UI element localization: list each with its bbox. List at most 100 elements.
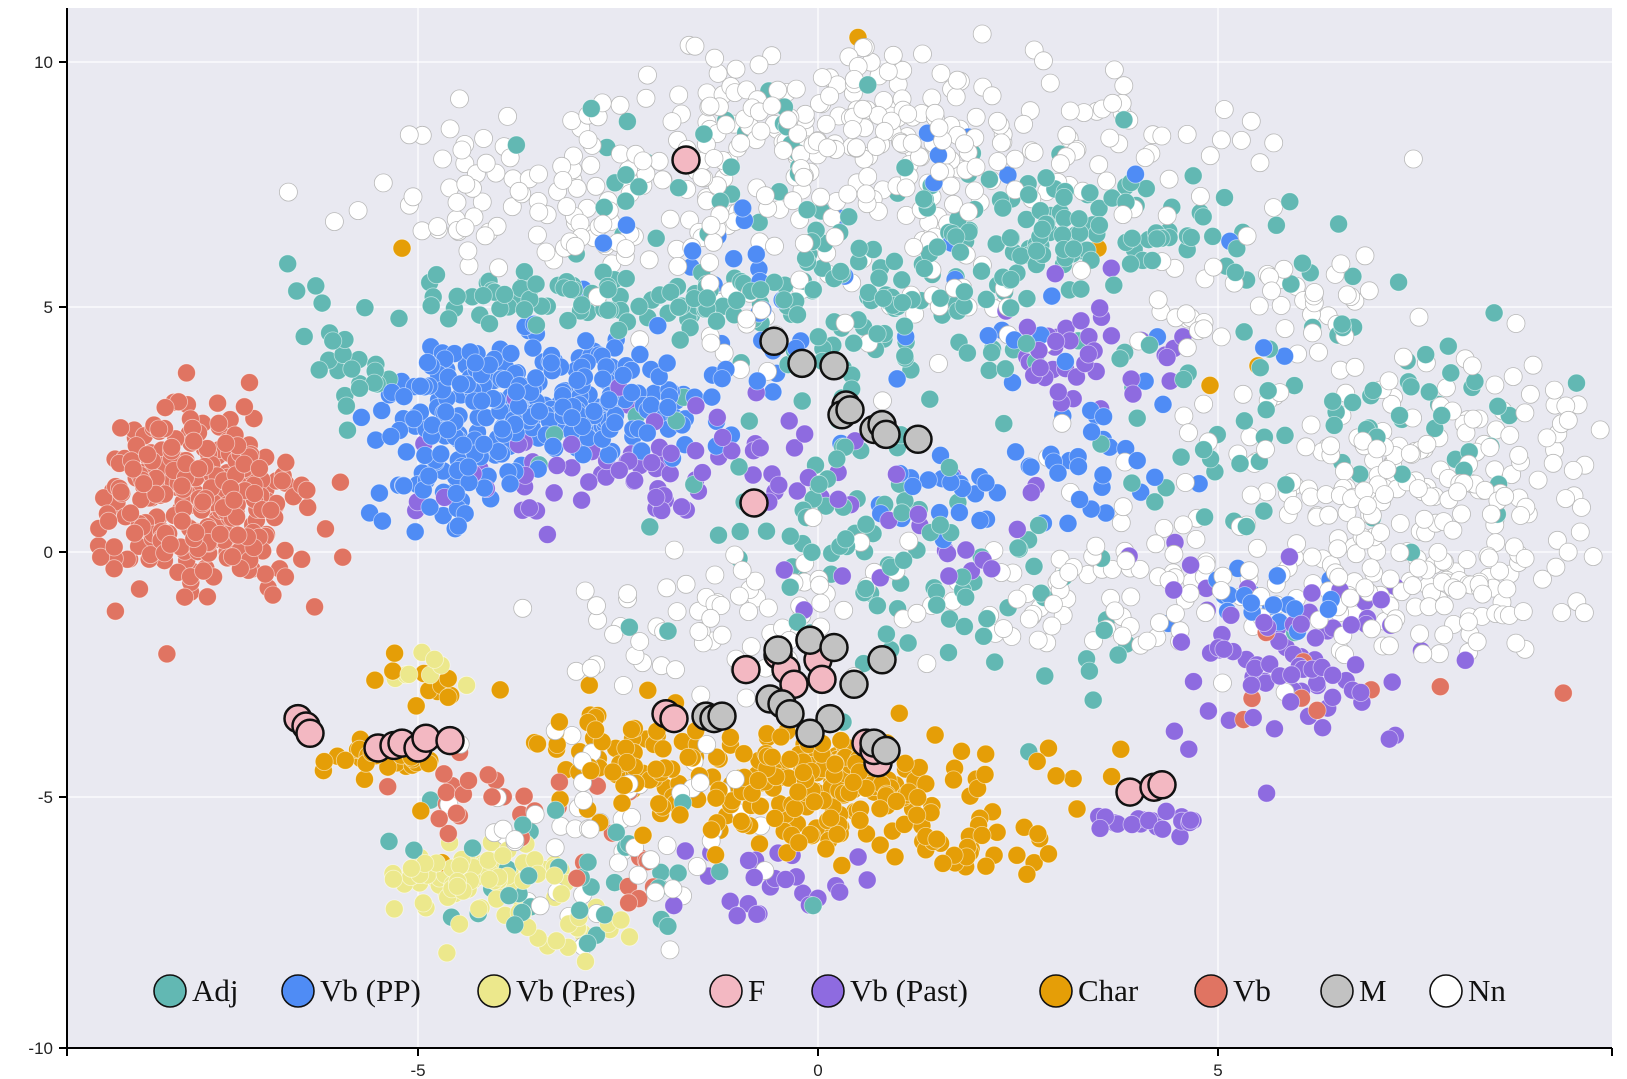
point-nn	[1390, 514, 1410, 533]
point-nn	[1543, 453, 1563, 473]
point-nn	[663, 879, 683, 899]
point-adj	[669, 297, 689, 317]
point-nn	[737, 309, 756, 329]
point-adj	[294, 327, 314, 346]
point-vb-pp	[501, 344, 521, 363]
point-nn	[1157, 206, 1177, 226]
point-char	[603, 762, 623, 782]
legend-item-nn: Nn	[1429, 973, 1506, 1008]
point-nn	[1211, 581, 1231, 600]
point-nn	[972, 24, 992, 44]
point-adj	[1011, 246, 1031, 266]
point-vb-pp	[1153, 394, 1173, 414]
point-nn	[883, 45, 903, 65]
point-adj	[1174, 370, 1193, 389]
point-m-highlighted	[903, 424, 933, 455]
point-vb	[193, 492, 213, 512]
point-vb-past	[722, 441, 742, 461]
point-vb	[111, 482, 131, 502]
legend-label: Nn	[1468, 973, 1506, 1008]
point-vb-past	[1030, 358, 1050, 378]
point-vb-past	[625, 470, 645, 490]
point-vb-pp	[1048, 463, 1068, 483]
point-vb-pp	[1241, 593, 1261, 613]
point-vb-past	[982, 559, 1002, 579]
point-adj	[788, 305, 807, 325]
point-vb-pp	[372, 401, 392, 420]
point-adj	[849, 238, 869, 258]
point-vb-pres	[384, 899, 404, 919]
point-vb-pp	[543, 436, 563, 456]
point-vb-pp	[562, 408, 582, 428]
point-adj	[527, 315, 546, 335]
point-nn	[1044, 594, 1063, 614]
point-vb-pp	[394, 387, 414, 407]
point-m-highlighted	[835, 395, 865, 425]
point-nn	[1100, 128, 1120, 148]
point-vb	[186, 523, 206, 542]
point-nn	[689, 622, 709, 641]
point-nn	[399, 125, 419, 145]
point-adj	[1256, 400, 1276, 420]
point-vb-pp	[1069, 457, 1088, 477]
point-adj	[616, 165, 636, 185]
point-vb	[197, 587, 217, 607]
point-nn	[1040, 73, 1060, 93]
point-vb	[104, 559, 124, 579]
point-adj	[669, 178, 688, 198]
point-nn	[565, 236, 585, 256]
point-nn	[1417, 434, 1437, 454]
point-vb-pp	[763, 382, 783, 402]
point-vb-pres	[576, 952, 595, 971]
point-nn	[811, 593, 831, 613]
point-nn	[765, 236, 784, 256]
point-vb	[189, 459, 209, 479]
point-vb-past	[744, 868, 764, 887]
point-adj	[515, 300, 534, 320]
point-vb-pres	[450, 914, 469, 934]
point-adj	[844, 333, 864, 353]
point-vb-past	[1341, 615, 1361, 635]
point-char	[490, 680, 510, 700]
point-nn	[1355, 246, 1375, 266]
point-nn	[712, 625, 732, 645]
point-adj	[1122, 473, 1142, 493]
legend-swatch	[1320, 974, 1354, 1008]
point-nn	[1575, 603, 1594, 623]
point-vb-past	[1221, 605, 1241, 625]
point-nn	[1497, 579, 1517, 599]
legend-swatch	[153, 974, 187, 1008]
point-adj	[780, 526, 800, 546]
point-adj	[1332, 314, 1352, 334]
point-adj	[578, 852, 598, 872]
point-adj	[803, 280, 823, 300]
point-adj	[985, 652, 1005, 672]
point-adj	[473, 286, 493, 306]
point-vb-past	[562, 434, 581, 454]
point-vb-past	[646, 488, 666, 507]
point-adj	[447, 286, 467, 306]
point-nn	[618, 584, 637, 604]
point-nn	[1130, 560, 1150, 579]
point-adj	[1484, 303, 1504, 323]
point-vb-pp	[1094, 407, 1113, 427]
point-vb-pres	[450, 856, 470, 876]
point-f-highlighted	[739, 488, 769, 518]
point-vb-past	[686, 441, 705, 461]
point-nn	[1257, 482, 1277, 502]
point-vb	[104, 537, 124, 557]
point-nn	[1545, 380, 1564, 400]
point-adj	[972, 261, 991, 281]
point-vb-past	[544, 483, 564, 503]
point-char	[870, 799, 890, 819]
point-nn	[1434, 625, 1454, 645]
point-adj	[809, 474, 829, 494]
point-nn	[639, 250, 659, 270]
point-nn	[653, 170, 672, 190]
point-vb-pp	[1093, 465, 1113, 485]
legend-label: Vb (PP)	[320, 973, 421, 1008]
point-char	[586, 720, 605, 740]
point-nn	[730, 586, 749, 606]
point-vb	[429, 809, 449, 829]
point-nn	[580, 819, 600, 839]
